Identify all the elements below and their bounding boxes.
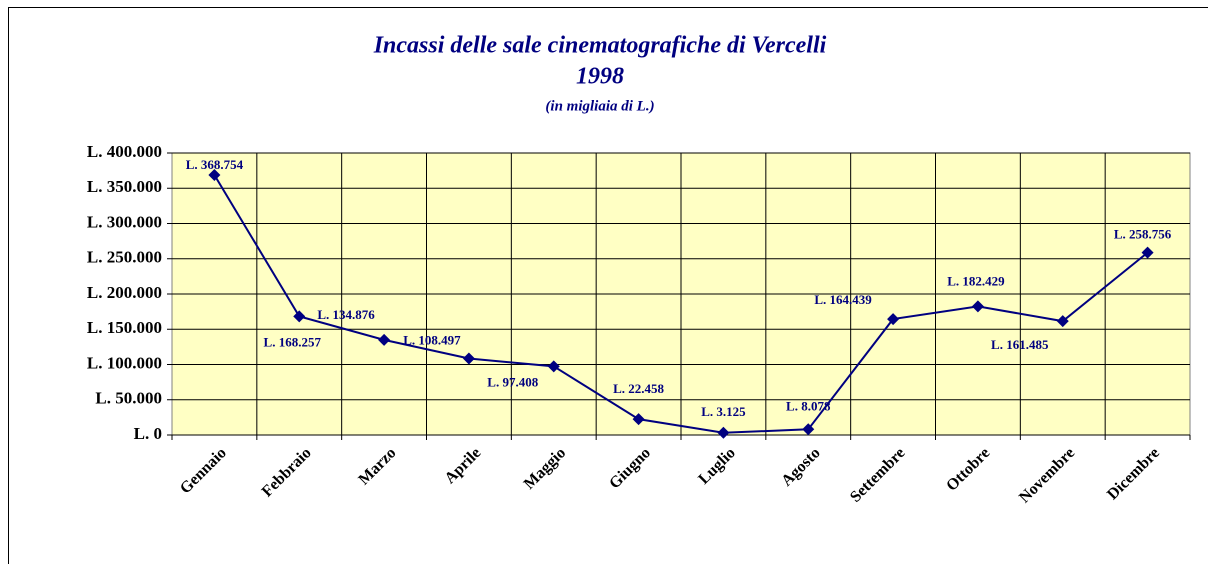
marker xyxy=(293,310,306,323)
x-tick-label: Novembre xyxy=(1016,444,1078,506)
data-label: L. 161.485 xyxy=(991,337,1049,352)
y-tick-label: L. 200.000 xyxy=(87,283,162,302)
marker xyxy=(1141,246,1154,259)
x-tick-label: Luglio xyxy=(695,444,738,487)
x-tick-label: Aprile xyxy=(442,444,485,487)
marker xyxy=(547,360,560,373)
data-label: L. 97.408 xyxy=(487,374,538,389)
line xyxy=(213,174,1149,434)
x-tick-label: Maggio xyxy=(521,444,569,492)
chart-subtitle: 1998 xyxy=(576,64,624,90)
chart-title: Incassi delle sale cinematografiche di V… xyxy=(373,33,827,59)
data-label: L. 22.458 xyxy=(613,381,664,396)
data-label: L. 368.754 xyxy=(186,157,244,172)
marker xyxy=(462,352,475,365)
data-label: L. 258.756 xyxy=(1114,227,1172,242)
frame xyxy=(8,7,1208,564)
marker xyxy=(971,300,984,313)
y-tick-label: L. 250.000 xyxy=(87,248,162,267)
x-tick-label: Giugno xyxy=(606,444,654,492)
y-tick-label: L. 150.000 xyxy=(87,318,162,337)
x-tick-label: Agosto xyxy=(778,444,823,489)
marker xyxy=(632,413,645,426)
y-tick-label: L. 50.000 xyxy=(95,389,162,408)
x-tick-label: Marzo xyxy=(355,444,399,488)
x-tick-label: Ottobre xyxy=(943,444,993,494)
marker xyxy=(717,426,730,439)
data-label: L. 8.078 xyxy=(786,398,831,413)
x-tick-label: Dicembre xyxy=(1104,444,1163,503)
data-label: L. 182.429 xyxy=(947,273,1005,288)
data-label: L. 134.876 xyxy=(317,307,375,322)
marker xyxy=(378,333,391,346)
x-tick-label: Settembre xyxy=(847,444,908,505)
x-tick-label: Febbraio xyxy=(259,444,315,500)
marker xyxy=(208,169,221,182)
marker xyxy=(1056,315,1069,328)
data-label: L. 108.497 xyxy=(403,332,461,347)
marker xyxy=(887,313,900,326)
marker xyxy=(802,423,815,436)
chart-note: (in migliaia di L.) xyxy=(545,98,654,114)
y-tick-label: L. 0 xyxy=(134,424,162,443)
data-label: L. 168.257 xyxy=(264,334,322,349)
data-label: L. 3.125 xyxy=(701,404,746,419)
y-tick-label: L. 300.000 xyxy=(87,212,162,231)
data-label: L. 164.439 xyxy=(814,292,872,307)
y-tick-label: L. 400.000 xyxy=(87,142,162,161)
y-tick-label: L. 100.000 xyxy=(87,353,162,372)
x-tick-label: Gennaio xyxy=(177,444,230,497)
y-tick-label: L. 350.000 xyxy=(87,177,162,196)
